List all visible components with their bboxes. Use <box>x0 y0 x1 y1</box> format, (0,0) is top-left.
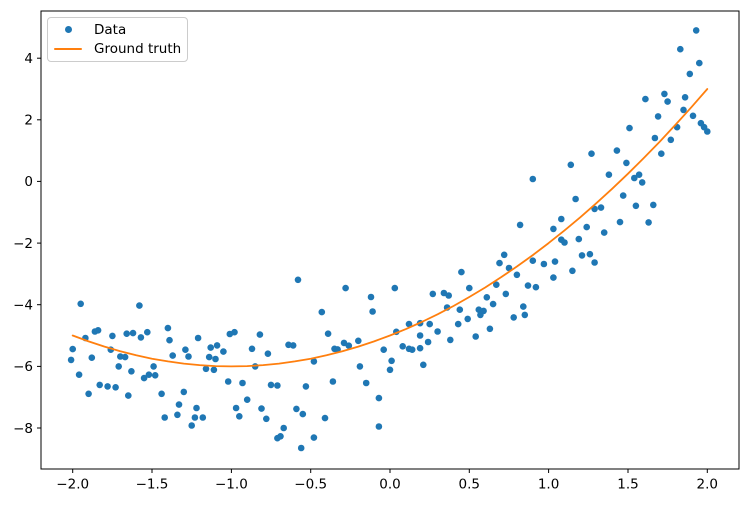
svg-text:−1.0: −1.0 <box>215 477 248 493</box>
svg-text:1.0: 1.0 <box>538 477 559 493</box>
ground-truth-line-icon <box>54 48 82 51</box>
legend-label-ground-truth: Ground truth <box>94 41 182 58</box>
legend-marker-column <box>48 48 88 51</box>
legend-item-ground-truth: Ground truth <box>48 40 187 59</box>
legend: Data Ground truth <box>47 17 188 62</box>
svg-text:0.5: 0.5 <box>459 477 480 493</box>
svg-text:−8: −8 <box>13 421 33 437</box>
svg-text:−6: −6 <box>13 359 33 375</box>
svg-text:−0.5: −0.5 <box>294 477 327 493</box>
legend-item-data: Data <box>48 20 187 39</box>
legend-label-data: Data <box>94 21 127 38</box>
svg-text:0: 0 <box>24 174 33 190</box>
svg-text:−4: −4 <box>13 298 33 314</box>
legend-marker-column <box>48 26 88 34</box>
svg-text:0.0: 0.0 <box>379 477 400 493</box>
svg-text:−2.0: −2.0 <box>56 477 89 493</box>
svg-text:2.0: 2.0 <box>697 477 718 493</box>
svg-text:4: 4 <box>24 51 33 67</box>
svg-text:2: 2 <box>24 113 33 129</box>
data-point-icon <box>64 26 72 34</box>
svg-text:1.5: 1.5 <box>617 477 638 493</box>
svg-text:−2: −2 <box>13 236 33 252</box>
svg-text:−1.5: −1.5 <box>136 477 169 493</box>
